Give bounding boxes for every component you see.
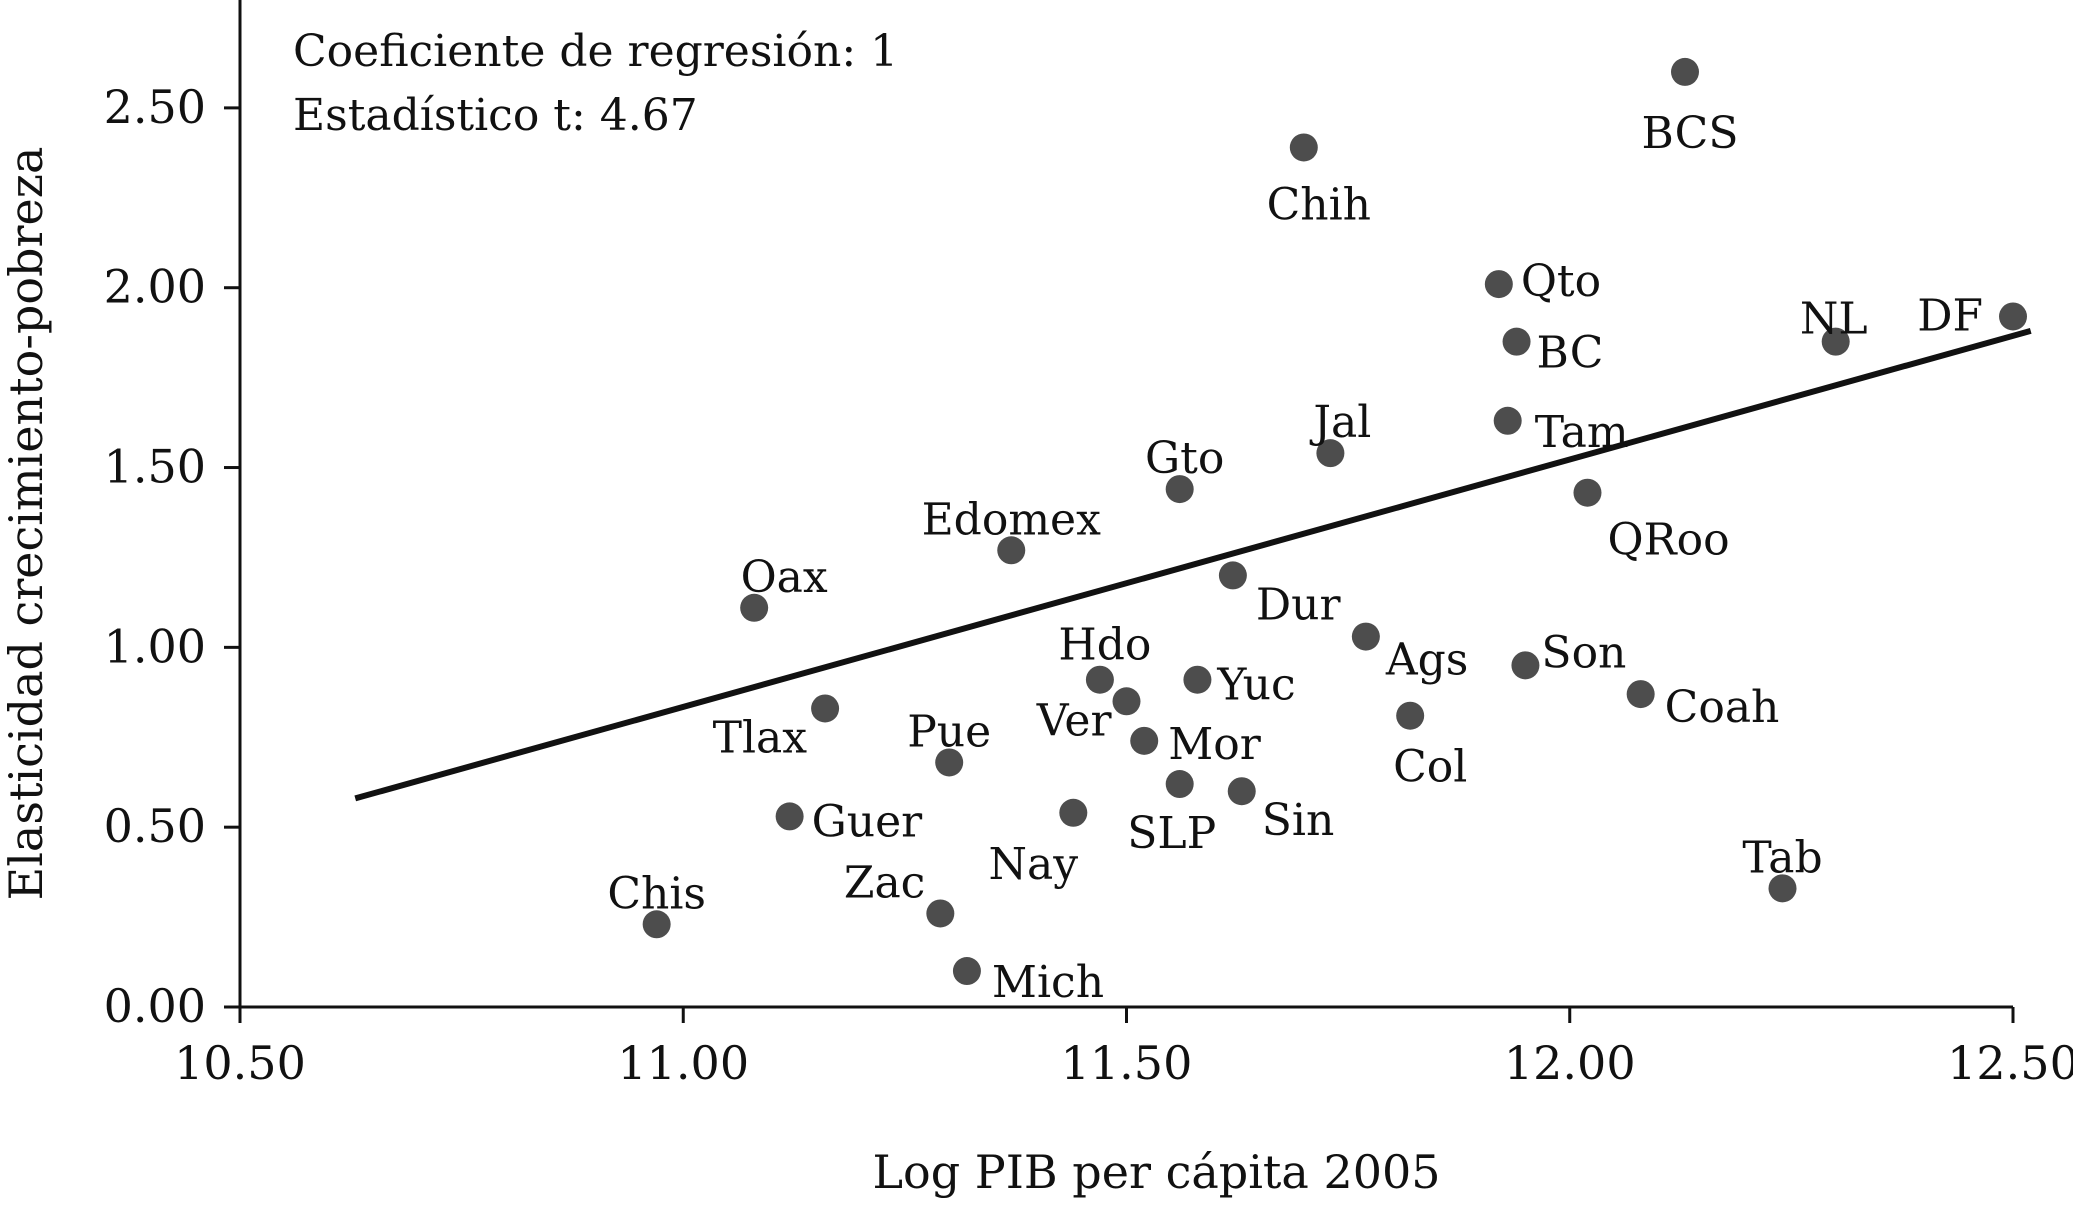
point-nay: [1059, 798, 1088, 827]
point-label-mich: Mich: [992, 957, 1104, 1008]
point-oax: [740, 593, 769, 622]
point-yuc: [1183, 665, 1212, 694]
regression-line: [354, 327, 2032, 802]
point-label-tlax: Tlax: [713, 712, 808, 763]
point-qroo: [1573, 478, 1602, 507]
point-label-chih: Chih: [1267, 179, 1371, 230]
point-label-ver: Ver: [1036, 695, 1113, 746]
point-label-ags: Ags: [1385, 635, 1469, 686]
point-label-nl: NL: [1800, 294, 1868, 345]
regression-annotation: Estadístico t: 4.67: [293, 90, 698, 141]
point-label-zac: Zac: [844, 857, 925, 908]
point-chis: [642, 910, 671, 939]
point-label-nay: Nay: [989, 839, 1079, 890]
point-coah: [1626, 680, 1655, 709]
point-label-oax: Oax: [741, 552, 828, 603]
x-tick-label: 11.50: [1061, 1036, 1193, 1090]
point-label-qto: Qto: [1521, 256, 1601, 307]
y-tick-label: 1.00: [104, 619, 206, 673]
point-label-sin: Sin: [1262, 795, 1335, 846]
point-label-yuc: Yuc: [1216, 660, 1295, 711]
point-mich: [952, 957, 981, 986]
point-mor: [1130, 726, 1159, 755]
point-label-coah: Coah: [1665, 682, 1780, 733]
y-tick-label: 0.50: [104, 799, 206, 853]
point-label-gto: Gto: [1145, 433, 1224, 484]
y-tick-label: 2.00: [104, 260, 206, 314]
point-label-df: DF: [1917, 290, 1983, 341]
x-tick-label: 10.50: [174, 1036, 306, 1090]
point-label-hdo: Hdo: [1058, 620, 1151, 671]
point-label-chis: Chis: [607, 868, 706, 919]
point-zac: [926, 899, 955, 928]
point-edomex: [997, 536, 1026, 565]
point-hdo: [1085, 665, 1114, 694]
point-chih: [1289, 133, 1318, 162]
point-label-edomex: Edomex: [922, 494, 1102, 545]
point-label-bc: BC: [1537, 328, 1604, 379]
point-nl: [1821, 327, 1850, 356]
point-bcs: [1670, 57, 1699, 86]
point-dur: [1218, 561, 1247, 590]
point-label-tam: Tam: [1535, 407, 1629, 458]
point-slp: [1165, 770, 1194, 799]
point-label-qroo: QRoo: [1607, 515, 1729, 566]
point-son: [1511, 651, 1540, 680]
y-tick-label: 1.50: [104, 440, 206, 494]
x-tick-label: 12.50: [1947, 1036, 2073, 1090]
point-label-pue: Pue: [907, 706, 991, 757]
point-col: [1396, 701, 1425, 730]
point-pue: [935, 748, 964, 777]
regression-annotation: Coeficiente de regresión: 1: [293, 26, 898, 77]
point-tlax: [811, 694, 840, 723]
x-tick-label: 12.00: [1504, 1036, 1636, 1090]
point-bc: [1502, 327, 1531, 356]
y-axis-title: Elasticidad crecimiento-pobreza: [0, 147, 53, 901]
point-label-mor: Mor: [1168, 719, 1262, 770]
x-axis-title: Log PIB per cápita 2005: [872, 1145, 1440, 1199]
point-label-son: Son: [1541, 627, 1626, 678]
point-jal: [1316, 439, 1345, 468]
point-tab: [1768, 874, 1797, 903]
point-qto: [1484, 270, 1513, 299]
point-label-slp: SLP: [1127, 808, 1216, 859]
y-tick-label: 2.50: [104, 80, 206, 134]
point-guer: [775, 802, 804, 831]
point-label-col: Col: [1393, 742, 1467, 793]
point-label-dur: Dur: [1256, 579, 1342, 630]
point-tam: [1493, 406, 1522, 435]
y-tick-label: 0.00: [104, 979, 206, 1033]
point-label-guer: Guer: [812, 796, 924, 847]
point-ver: [1112, 687, 1141, 716]
point-sin: [1227, 777, 1256, 806]
point-gto: [1165, 475, 1194, 504]
point-label-bcs: BCS: [1642, 108, 1739, 159]
point-label-tab: Tab: [1742, 832, 1822, 883]
point-ags: [1351, 622, 1380, 651]
point-df: [1999, 302, 2027, 331]
point-label-jal: Jal: [1309, 397, 1371, 448]
x-tick-label: 11.00: [617, 1036, 749, 1090]
